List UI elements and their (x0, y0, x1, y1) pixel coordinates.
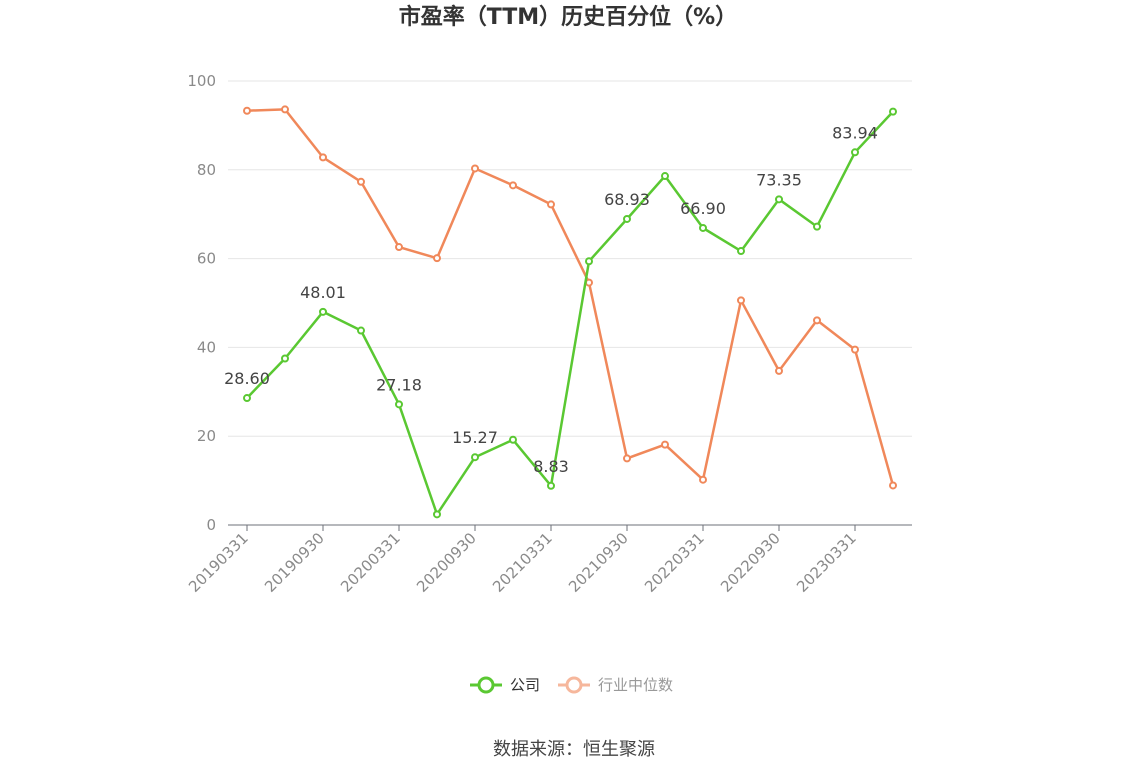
legend-label-industry-median: 行业中位数 (598, 676, 673, 694)
data-label-company: 15.27 (452, 428, 498, 447)
data-point-industry-median (699, 475, 707, 484)
data-point-company (433, 510, 441, 519)
data-point-company (775, 195, 783, 204)
legend-label-company: 公司 (510, 676, 540, 694)
data-point-company (547, 481, 555, 490)
data-label-company: 27.18 (376, 375, 422, 394)
data-point-company (737, 247, 745, 256)
x-tick-label: 20210930 (565, 529, 632, 596)
data-point-industry-median (889, 481, 897, 490)
data-point-company (623, 214, 631, 223)
series-line-industry-median (246, 108, 895, 486)
data-point-company (243, 394, 251, 403)
data-point-company (813, 222, 821, 231)
y-tick-label: 40 (197, 338, 216, 356)
data-point-industry-median (547, 200, 555, 209)
data-point-company (699, 223, 707, 232)
data-point-industry-median (509, 181, 517, 190)
y-tick-label: 20 (197, 427, 216, 445)
data-point-industry-median (433, 254, 441, 263)
y-axis: 0 20 40 60 80 100 (187, 72, 216, 534)
data-point-industry-median (623, 454, 631, 463)
x-tick-label: 20230331 (793, 529, 860, 596)
y-tick-label: 100 (187, 72, 216, 90)
data-point-industry-median (395, 243, 403, 252)
data-point-industry-median (319, 153, 327, 162)
legend-marker-industry-median (565, 676, 583, 694)
legend-item-company[interactable]: 公司 (470, 676, 540, 694)
data-label-company: 73.35 (756, 170, 802, 189)
x-tick-label: 20190331 (185, 529, 252, 596)
data-point-company (471, 453, 479, 462)
series-line-company (246, 110, 894, 516)
x-tick-label: 20200930 (413, 529, 480, 596)
data-point-industry-median (775, 366, 783, 375)
legend-marker-company (477, 676, 495, 694)
data-point-industry-median (661, 440, 669, 449)
data-label-company: 48.01 (300, 283, 346, 302)
source-note: 数据来源：恒生聚源 (493, 739, 655, 760)
data-point-company (851, 148, 859, 157)
data-point-industry-median (357, 177, 365, 186)
x-tick-label: 20190930 (261, 529, 328, 596)
chart-title: 市盈率（TTM）历史百分位（%） (399, 4, 737, 30)
data-labels: 28.60 48.01 27.18 15.27 8.83 68.93 66.90 73.35 8… (224, 123, 878, 475)
data-point-company (281, 354, 289, 363)
data-point-company (889, 107, 897, 116)
data-point-company (395, 400, 403, 409)
data-point-company (661, 172, 669, 181)
legend-item-industry-median[interactable]: 行业中位数 (558, 676, 673, 694)
x-tick-label: 20220331 (641, 529, 708, 596)
x-axis: 20190331 20190930 20200331 20200930 20210331… (185, 524, 912, 596)
data-point-industry-median (281, 105, 289, 114)
y-tick-label: 80 (197, 161, 216, 179)
data-point-industry-median (737, 296, 745, 305)
data-point-company (509, 435, 517, 444)
data-point-company (357, 326, 365, 335)
data-label-company: 66.90 (680, 199, 726, 218)
legend[interactable]: 公司 行业中位数 (470, 676, 673, 694)
data-label-company: 68.93 (604, 190, 650, 209)
x-tick-label: 20210331 (489, 529, 556, 596)
data-point-company (319, 307, 327, 316)
x-tick-label: 20200331 (337, 529, 404, 596)
grid-lines (228, 80, 912, 437)
y-tick-label: 0 (206, 516, 216, 534)
data-point-industry-median (851, 345, 859, 354)
series-layer (243, 105, 897, 519)
data-point-industry-median (471, 164, 479, 173)
data-label-company: 28.60 (224, 369, 270, 388)
y-tick-label: 60 (197, 250, 216, 268)
data-label-company: 8.83 (533, 457, 569, 476)
data-label-company: 83.94 (832, 123, 878, 142)
data-point-company (585, 257, 593, 266)
data-point-industry-median (243, 106, 251, 115)
data-point-industry-median (813, 316, 821, 325)
x-tick-label: 20220930 (717, 529, 784, 596)
